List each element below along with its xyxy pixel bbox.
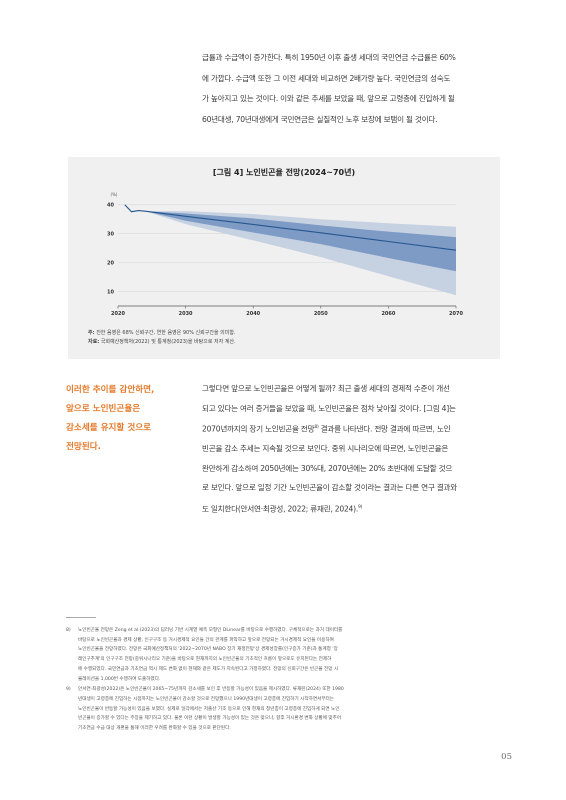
x-tick-label: 2050 [314,311,328,317]
footnote: 9) 안서연·최광성(2022)은 노인빈곤율이 2065~75년까지 감소세를… [66,685,506,734]
body-line: 도 일치한다(안서연·최광성, 2022; 류재린, 2024).9) [202,498,502,519]
sidebar-line: 전망된다. [66,442,101,452]
footnotes: 8) 노인빈곤율 전망은 Zeng et al.(2023)의 딥러닝 기반 시… [66,626,506,735]
body-text: 2070년까지의 장기 노인빈곤율 전망 [202,424,315,434]
figure-note: 주: 진한 음영은 68% 신뢰구간, 연한 음영은 90% 신뢰구간을 의미함… [88,329,488,338]
footnote-line: 노인빈곤율이 반등할 가능성이 있음을 보였다. 실제로 일각에서는 저출산 기… [78,706,340,712]
body-line: 완만하게 감소하여 2050년에는 30%대, 2070년에는 20% 초반대에… [202,463,453,473]
sidebar-line: 감소세를 유지할 것으로 [66,423,152,433]
figure-title: [그림 4] 노인빈곤율 전망(2024~70년) [212,168,356,177]
note-text: 진한 음영은 68% 신뢰구간, 연한 음영은 90% 신뢰구간을 의미함. [96,330,236,336]
confidence-band-68 [145,211,456,272]
x-tick-label: 2020 [111,311,125,317]
footnote-divider [66,617,96,618]
footnote-ref: 9) [358,504,363,510]
footnote-line: 안서연·최광성(2022)은 노인빈곤율이 2065~75년까지 감소세를 보인… [78,687,344,693]
figure-box: 2020 2030 2040 2050 2060 2070 10 20 30 40 (%) [그림 … [68,157,500,359]
source-label: 자료: [88,339,100,345]
sidebar-line: 앞으로 노인빈곤율은 [66,404,141,414]
source-text: 국회예산정책처(2022) 및 통계청(2023)을 바탕으로 저자 계산. [100,339,236,345]
footnote-line: 년대생이 고령층에 진입하는 시점까지는 노인빈곤율이 감소할 것으로 전망했으… [78,696,334,702]
page-number: 05 [501,752,512,762]
footnote-line: 노인빈곤율을 전망하였다. 전망은 국회예산정책처의 '2022~2070년 N… [78,647,338,653]
figure-source: 자료: 국회예산정책처(2022) 및 통계청(2023)을 바탕으로 저자 계… [88,338,488,347]
intro-paragraph: 급률과 수급액이 증가한다. 특히 1950년 이후 출생 세대의 국민연금 수… [202,48,502,130]
footnote-line: 기초연금 수급 대상 개편을 통해 이러한 우려를 완화할 수 있을 것으로 판… [78,726,231,732]
footnote-number: 9) [66,687,71,693]
intro-line: 가 높아지고 있는 것이다. 이와 같은 추세를 보았을 때, 앞으로 고령층에… [202,94,455,103]
footnote-line: 뮬레이션을 1,000번 수행하여 도출하였다. [78,676,161,682]
intro-line: 급률과 수급액이 증가한다. 특히 1950년 이후 출생 세대의 국민연금 수… [202,53,456,62]
figure-notes: 주: 진한 음영은 68% 신뢰구간, 연한 음영은 90% 신뢰구간을 의미함… [88,329,488,347]
body-text: 도 일치한다(안서연·최광성, 2022; 류재린, 2024). [202,504,359,514]
footnote-line: 에 수행되었다. 국민연금과 기초연금 역시 제도 변화 없이 현재와 같은 제… [78,666,339,672]
body-paragraph: 그렇다면 앞으로 노인빈곤율은 어떻게 될까? 최근 출생 세대의 경제적 수준… [202,379,502,519]
footnote-line: 래인구추계'의 인구구조 전망(중위시나리오 기준)을 바탕으로 현재까지의 노… [78,657,332,663]
median-line [124,204,457,251]
footnote-ref: 8) [314,425,319,430]
y-tick-label: 40 [107,203,114,209]
y-tick-label: 30 [107,232,114,238]
intro-line: 에 가깝다. 수급액 또한 그 이전 세대와 비교하면 2배가량 높다. 국민연… [202,73,451,83]
y-tick-label: 20 [107,260,114,266]
x-tick-label: 2070 [449,311,463,317]
footnote-line: 노인빈곤율 전망은 Zeng et al.(2023)의 딥러닝 기반 시계열 … [78,628,343,633]
y-axis-unit: (%) [111,192,118,197]
sidebar-line: 이러한 추이를 감안하면, [66,385,155,395]
body-line: 빈곤율 감소 추세는 지속될 것으로 보인다. 중위 시나리오에 따르면, 노인… [202,444,449,454]
x-tick-label: 2060 [381,311,395,317]
body-line: 그렇다면 앞으로 노인빈곤율은 어떻게 될까? 최근 출생 세대의 경제적 수준… [202,384,450,393]
body-line: 되고 있다는 여러 증거들을 보았을 때, 노인빈곤율은 점차 낮아질 것이다.… [202,403,456,413]
sidebar-highlight: 이러한 추이를 감안하면, 앞으로 노인빈곤율은 감소세를 유지할 것으로 전망… [66,381,186,457]
footnote-line: 빈곤율이 증가할 수 있다는 주장을 제기하고 있다. 물론 이런 상황이 발생… [78,716,342,722]
y-tick-label: 10 [107,289,114,295]
body-line: 2070년까지의 장기 노인빈곤율 전망8) 결과를 나타낸다. 전망 결과에 … [202,418,502,439]
intro-line: 60년대생, 70년대생에게 국민연금은 실질적인 노후 보장에 보탬이 될 것… [202,114,438,124]
note-label: 주: [88,330,95,336]
x-tick-label: 2030 [179,311,193,317]
footnote-line: 바탕으로 노인빈곤율과 경제 상황, 인구구조 등 거시경제적 요인들 간의 관… [78,637,334,643]
body-text: 결과를 나타낸다. 전망 결과에 따르면, 노인 [318,424,451,434]
footnote-number: 8) [66,628,71,633]
x-tick-label: 2040 [246,311,260,317]
footnote: 8) 노인빈곤율 전망은 Zeng et al.(2023)의 딥러닝 기반 시… [66,626,506,684]
body-line: 로 보인다. 앞으로 일정 기간 노인빈곤율이 감소할 것이라는 결과는 다른 … [202,483,457,493]
